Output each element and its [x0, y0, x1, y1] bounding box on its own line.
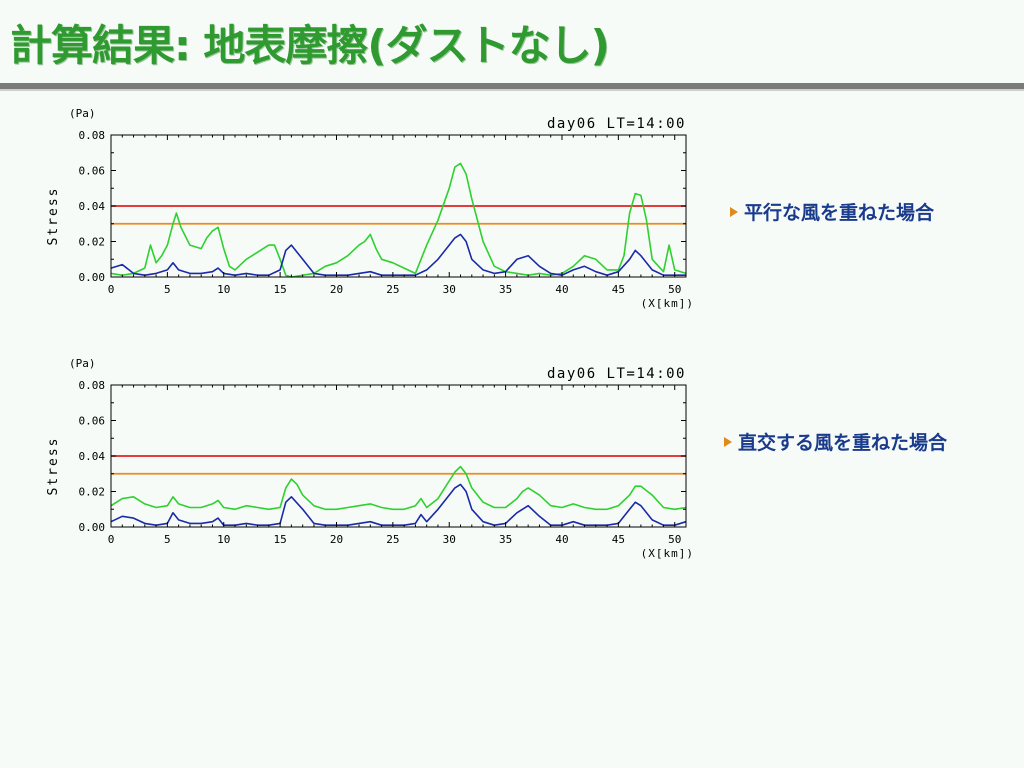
- x-tick-label: 30: [443, 283, 456, 296]
- x-tick-label: 50: [668, 533, 681, 546]
- series-line-1: [110, 233, 686, 276]
- y-tick-label: 0.02: [79, 236, 106, 249]
- x-tick-label: 20: [330, 533, 343, 546]
- x-tick-label: 0: [108, 283, 115, 296]
- note-parallel-wind: 平行な風を重ねた場合: [730, 198, 934, 225]
- x-tick-label: 35: [499, 283, 512, 296]
- stress-chart-parallel: 0 5 10 15 20 25 30 35 40 45 50 0.00 0.02 0.04 0.06 0.08…: [46, 107, 694, 310]
- x-tick-label: 30: [443, 533, 456, 546]
- x-tick-label: 45: [612, 533, 625, 546]
- x-tick-label: 35: [499, 533, 512, 546]
- x-axis-label: (X[km]): [641, 547, 694, 560]
- title-divider: [0, 83, 1024, 91]
- x-tick-label: 15: [273, 283, 286, 296]
- chart-title: day06 LT=14:00: [547, 366, 686, 382]
- y-tick-label: 0.06: [79, 415, 106, 428]
- x-tick-label: 40: [555, 533, 568, 546]
- x-tick-label: 10: [217, 283, 230, 296]
- x-tick-label: 25: [386, 283, 399, 296]
- note-parallel-wind-text: 平行な風を重ねた場合: [744, 202, 935, 224]
- x-tick-label: 40: [555, 283, 568, 296]
- y-unit-label: (Pa): [69, 357, 96, 370]
- y-unit-label: (Pa): [69, 107, 96, 120]
- stress-chart-orthogonal: 0 5 10 15 20 25 30 35 40 45 50 0.00 0.02 0.04 0.06 0.08…: [46, 357, 694, 560]
- x-tick-label: 25: [386, 533, 399, 546]
- chart-title: day06 LT=14:00: [547, 116, 686, 132]
- slide-title: 計算結果: 地表摩擦(ダストなし): [10, 21, 610, 70]
- x-axis-label: (X[km]): [641, 297, 694, 310]
- note-orthogonal-wind: 直交する風を重ねた場合: [724, 428, 947, 455]
- note-orthogonal-wind-text: 直交する風を重ねた場合: [738, 432, 948, 454]
- x-tick-label: 15: [273, 533, 286, 546]
- y-axis-label: Stress: [46, 187, 61, 246]
- series-line-0: [110, 465, 687, 511]
- y-tick-label: 0.08: [79, 129, 106, 142]
- x-tick-label: 10: [217, 533, 230, 546]
- x-tick-label: 5: [164, 533, 171, 546]
- bullet-icon: [730, 207, 738, 217]
- x-tick-label: 20: [330, 283, 343, 296]
- x-tick-label: 5: [164, 283, 171, 296]
- x-tick-label: 45: [612, 283, 625, 296]
- y-tick-label: 0.04: [79, 200, 106, 213]
- y-tick-label: 0.02: [79, 486, 106, 499]
- y-axis-label: Stress: [46, 437, 61, 496]
- y-tick-label: 0.00: [79, 521, 106, 534]
- y-tick-label: 0.08: [79, 379, 106, 392]
- series-line-0: [110, 162, 687, 278]
- x-tick-label: 50: [668, 283, 681, 296]
- x-tick-label: 0: [108, 533, 115, 546]
- y-tick-label: 0.04: [79, 450, 106, 463]
- y-tick-label: 0.06: [79, 165, 106, 178]
- series-line-1: [110, 483, 687, 526]
- bullet-icon: [724, 437, 732, 447]
- y-tick-label: 0.00: [79, 271, 106, 284]
